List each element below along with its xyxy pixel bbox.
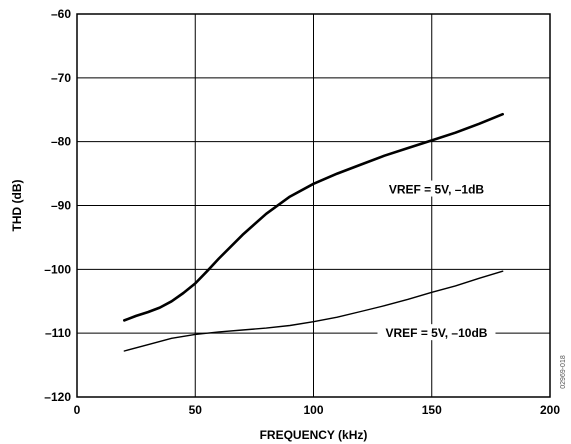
y-tick-label: –110 — [45, 326, 71, 340]
annotation-label-2: VREF = 5V, –10dB — [386, 326, 488, 340]
plot-frame — [76, 13, 551, 398]
y-tick-label: –60 — [51, 7, 71, 21]
x-tick-label: 200 — [540, 403, 560, 417]
series-line-1 — [123, 112, 505, 322]
y-axis-title: THD (dB) — [10, 180, 24, 232]
x-tick-labels: 0 50 100 150 200 — [74, 403, 561, 417]
x-axis-title: FREQUENCY (kHz) — [260, 428, 368, 442]
annotations: VREF = 5V, –1dB VREF = 5V, –10dB — [377, 180, 496, 341]
y-tick-label: –80 — [51, 135, 71, 149]
annotation-background — [380, 180, 492, 197]
y-tick-label: –70 — [51, 71, 71, 85]
series-line-2 — [123, 270, 504, 352]
x-tick-label: 0 — [74, 403, 81, 417]
x-tick-label: 50 — [189, 403, 203, 417]
y-tick-label: –100 — [44, 262, 71, 276]
x-tick-label: 150 — [422, 403, 442, 417]
y-tick-labels: –120 –110 –100 –90 –80 –70 –60 — [44, 7, 71, 404]
figure-code-watermark: 02969-018 — [560, 355, 567, 389]
x-tick-label: 100 — [303, 403, 323, 417]
y-tick-label: –120 — [44, 390, 71, 404]
annotation-background — [377, 324, 496, 341]
data-series — [123, 112, 505, 352]
y-tick-label: –90 — [51, 199, 71, 213]
annotation-label-1: VREF = 5V, –1dB — [389, 183, 485, 197]
